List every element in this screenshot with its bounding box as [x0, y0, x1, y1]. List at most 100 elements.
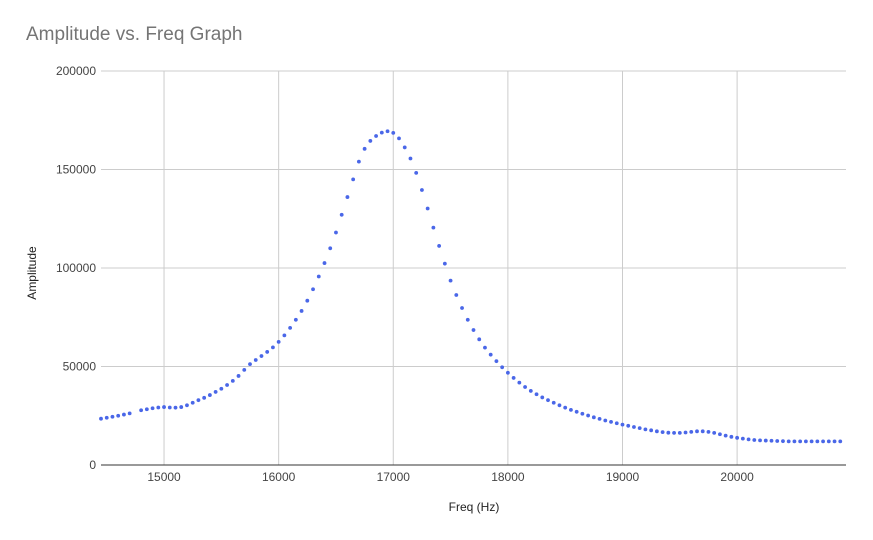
data-point	[397, 136, 401, 141]
data-point	[660, 430, 665, 435]
data-point	[374, 134, 378, 138]
data-point	[127, 411, 132, 416]
data-point	[385, 129, 390, 134]
data-point	[557, 403, 562, 408]
x-tick-label: 20000	[720, 470, 754, 484]
data-point	[546, 398, 550, 403]
data-point	[299, 309, 304, 313]
data-point	[311, 287, 315, 292]
data-point	[248, 362, 252, 367]
data-point	[746, 437, 751, 442]
data-point	[689, 430, 694, 434]
data-point	[540, 395, 545, 400]
data-point	[339, 212, 344, 217]
data-point	[150, 406, 155, 411]
data-point	[162, 405, 166, 409]
data-point	[442, 261, 447, 266]
data-point	[402, 145, 407, 150]
data-point	[488, 352, 493, 357]
x-tick-label: 18000	[491, 470, 525, 484]
data-point	[666, 430, 671, 435]
data-point	[821, 439, 825, 444]
data-point	[695, 429, 699, 434]
data-point	[792, 439, 797, 444]
y-tick-label: 0	[89, 458, 96, 472]
data-point	[752, 438, 757, 442]
data-point	[809, 439, 814, 444]
data-point	[603, 418, 608, 423]
data-point	[517, 380, 522, 385]
data-point	[225, 383, 229, 387]
data-point	[179, 405, 184, 409]
data-point	[609, 419, 613, 424]
data-point	[139, 408, 144, 413]
data-point	[723, 433, 728, 438]
data-point	[454, 293, 459, 297]
data-point	[282, 333, 287, 338]
data-point	[740, 436, 745, 441]
data-point	[769, 438, 774, 443]
data-point	[230, 378, 235, 383]
data-point	[185, 403, 189, 408]
data-point	[632, 425, 636, 429]
data-point	[706, 430, 711, 434]
data-point	[213, 390, 218, 394]
data-point	[253, 358, 258, 362]
data-point	[265, 350, 270, 354]
data-point	[620, 422, 625, 427]
data-point	[781, 439, 785, 444]
x-tick-label: 17000	[377, 470, 411, 484]
data-point	[196, 398, 201, 403]
data-point	[242, 367, 247, 372]
data-point	[523, 385, 527, 389]
data-point	[379, 130, 384, 135]
data-point	[735, 435, 740, 440]
data-point	[351, 177, 356, 182]
data-point	[345, 195, 350, 199]
data-point	[414, 170, 419, 175]
data-point	[786, 439, 791, 444]
data-point	[586, 413, 591, 418]
data-point	[362, 146, 367, 151]
data-point	[236, 374, 241, 378]
data-point	[293, 317, 298, 322]
data-point	[838, 439, 843, 444]
data-point	[597, 417, 602, 421]
data-point	[276, 339, 281, 344]
data-point	[569, 407, 573, 412]
data-point	[534, 392, 539, 397]
data-point	[649, 428, 654, 433]
x-axis-label: Freq (Hz)	[449, 500, 500, 514]
data-point	[156, 405, 161, 410]
data-point	[832, 439, 837, 444]
x-tick-label: 19000	[606, 470, 640, 484]
data-point	[574, 409, 579, 414]
y-axis-label: Amplitude	[25, 246, 39, 300]
data-point	[718, 432, 722, 437]
data-point	[758, 438, 762, 443]
data-points	[99, 129, 843, 444]
data-point	[637, 426, 642, 431]
data-point	[334, 230, 338, 235]
data-point	[104, 415, 109, 420]
data-point	[465, 317, 470, 322]
data-point	[672, 430, 676, 435]
data-point	[591, 415, 596, 420]
data-point	[219, 386, 224, 391]
data-point	[500, 365, 505, 370]
data-point	[477, 337, 482, 342]
data-point	[448, 278, 453, 283]
data-point	[122, 412, 126, 417]
data-point	[328, 246, 333, 251]
data-point	[551, 400, 556, 405]
data-point	[643, 427, 648, 432]
data-point	[316, 274, 321, 279]
data-point	[271, 345, 275, 350]
data-point	[305, 298, 310, 303]
data-point	[763, 438, 768, 443]
data-point	[483, 345, 487, 350]
data-point	[425, 206, 430, 211]
data-point	[614, 421, 619, 426]
data-point	[798, 439, 803, 444]
chart-title: Amplitude vs. Freq Graph	[26, 24, 243, 45]
